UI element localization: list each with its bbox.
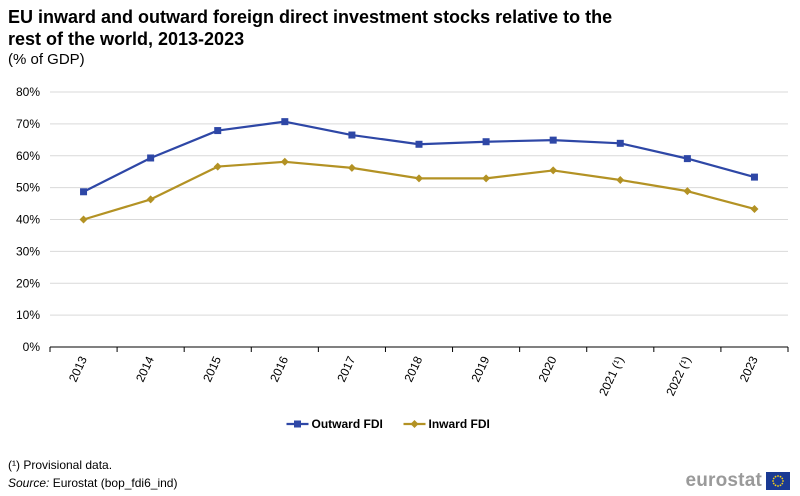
data-point (750, 173, 758, 181)
data-point (616, 139, 624, 147)
footnote: (¹) Provisional data. (8, 458, 113, 472)
data-point (147, 154, 155, 162)
y-tick-label: 30% (16, 244, 40, 258)
data-point (347, 163, 356, 172)
y-tick-label: 80% (16, 85, 40, 99)
x-tick-label: 2013 (66, 354, 90, 384)
x-tick-label: 2018 (401, 354, 425, 384)
y-tick-label: 0% (23, 340, 41, 354)
data-point (683, 187, 692, 196)
y-tick-label: 10% (16, 308, 40, 322)
chart-subtitle: (% of GDP) (8, 51, 85, 68)
data-point (415, 140, 423, 148)
data-point (214, 127, 222, 135)
source-note: Source: Eurostat (bop_fdi6_ind) (8, 475, 177, 491)
data-point (281, 118, 289, 126)
y-tick-label: 40% (16, 213, 40, 227)
series-line (83, 160, 755, 221)
data-point (549, 136, 557, 144)
legend-marker (294, 420, 301, 428)
data-point (213, 162, 222, 171)
x-tick-label: 2023 (737, 354, 761, 384)
x-tick-label: 2020 (536, 354, 560, 384)
data-point (482, 138, 490, 146)
data-point (79, 215, 88, 224)
y-tick-label: 20% (16, 276, 40, 290)
legend-label: Outward FDI (312, 417, 383, 431)
data-point (750, 204, 759, 213)
y-tick-label: 60% (16, 149, 40, 163)
source-text: Eurostat (bop_fdi6_ind) (52, 476, 178, 490)
x-tick-label: 2019 (468, 354, 492, 384)
x-tick-label: 2016 (267, 354, 291, 384)
legend-label: Inward FDI (429, 417, 490, 431)
data-point (482, 174, 491, 183)
legend-marker (410, 420, 419, 428)
x-tick-label: 2022 (¹) (663, 354, 693, 398)
eurostat-logo: eurostat (685, 470, 790, 492)
data-point (549, 166, 558, 175)
logo-text: eurostat (685, 470, 762, 491)
chart-title: EU inward and outward foreign direct inv… (8, 7, 613, 49)
source-label: Source: (8, 476, 50, 490)
y-tick-label: 50% (16, 181, 40, 195)
data-point (348, 131, 356, 139)
x-tick-label: 2015 (200, 354, 224, 384)
data-point (280, 157, 289, 166)
data-point (616, 175, 625, 184)
x-tick-label: 2017 (334, 354, 358, 384)
data-point (146, 195, 155, 204)
y-tick-label: 70% (16, 117, 40, 131)
x-tick-label: 2021 (¹) (596, 354, 626, 398)
data-point (683, 155, 691, 163)
data-point (80, 188, 88, 196)
x-tick-label: 2014 (133, 354, 157, 384)
data-point (415, 174, 423, 183)
eu-flag-icon (766, 472, 790, 490)
